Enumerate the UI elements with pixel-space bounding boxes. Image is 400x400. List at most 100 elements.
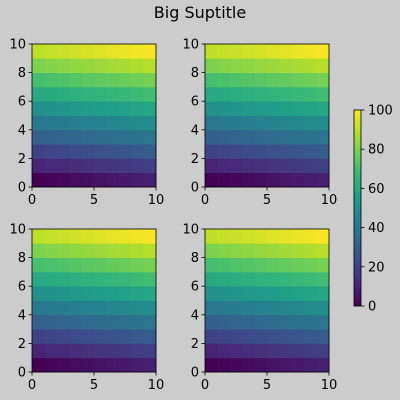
heatmap-cell: [291, 286, 305, 301]
y-tick-label: 0: [191, 366, 199, 381]
heatmap-cell: [316, 286, 330, 301]
heatmap-cell: [304, 101, 317, 116]
heatmap-cell: [205, 300, 218, 316]
heatmap-cell: [131, 271, 144, 287]
heatmap-cell: [267, 44, 280, 59]
heatmap-cell: [304, 257, 317, 273]
x-tick-label: 10: [321, 193, 338, 208]
heatmap-cell: [242, 172, 255, 188]
heatmap-cell: [143, 286, 157, 301]
heatmap-cell: [304, 357, 317, 373]
heatmap-cell: [316, 300, 330, 316]
colorbar-gradient: [354, 110, 361, 306]
heatmap-cell: [44, 129, 58, 145]
heatmap-cell: [118, 115, 132, 131]
heatmap-cell: [106, 329, 120, 344]
heatmap-cell: [44, 101, 58, 116]
heatmap-cell: [32, 86, 45, 102]
heatmap-cell: [242, 343, 255, 359]
heatmap-cell: [69, 229, 82, 244]
heatmap-cell: [32, 300, 45, 316]
heatmap-cell: [118, 271, 132, 287]
heatmap-cell: [229, 58, 243, 73]
heatmap-cell: [254, 172, 268, 188]
heatmap-cell: [44, 72, 58, 88]
heatmap-cell: [267, 357, 280, 373]
y-tick-label: 2: [191, 337, 199, 352]
heatmap-cell: [69, 158, 82, 174]
heatmap-cell: [118, 86, 132, 102]
x-tick-label: 0: [201, 193, 209, 208]
heatmap-cell: [106, 101, 120, 116]
heatmap-cell: [279, 172, 293, 188]
heatmap-cell: [69, 257, 82, 273]
heatmap-cell: [81, 129, 95, 145]
heatmap-cell: [205, 101, 218, 116]
x-tick-label: 10: [148, 193, 165, 208]
heatmap-cell: [143, 129, 157, 145]
heatmap-cell: [118, 58, 132, 73]
heatmap-cell: [94, 158, 107, 174]
heatmap-cell: [254, 58, 268, 73]
heatmap-cell: [229, 229, 243, 244]
x-tick-label: 5: [263, 378, 271, 393]
heatmap-cell: [205, 86, 218, 102]
heatmap-cell: [118, 101, 132, 116]
heatmap-cell: [242, 257, 255, 273]
heatmap-cell: [291, 144, 305, 159]
heatmap-cell: [32, 257, 45, 273]
heatmap-cell: [44, 144, 58, 159]
heatmap-cell: [44, 115, 58, 131]
heatmap-cell: [304, 129, 317, 145]
heatmap-cell: [217, 243, 231, 258]
heatmap-cell: [131, 329, 144, 344]
heatmap-cell: [32, 158, 45, 174]
heatmap-cell: [304, 172, 317, 188]
heatmap-cell: [118, 314, 132, 330]
heatmap-cell: [242, 357, 255, 373]
heatmap-cell: [32, 343, 45, 359]
heatmap-cell: [254, 229, 268, 244]
heatmap-cell: [242, 44, 255, 59]
heatmap-cell: [69, 44, 82, 59]
heatmap-cell: [242, 115, 255, 131]
heatmap-cell: [267, 115, 280, 131]
heatmap-cell: [205, 172, 218, 188]
heatmap-cell: [217, 300, 231, 316]
heatmap-cell: [267, 329, 280, 344]
heatmap-cell: [254, 257, 268, 273]
heatmap-cell: [205, 357, 218, 373]
heatmap-cell: [44, 286, 58, 301]
heatmap-cell: [229, 101, 243, 116]
heatmap-cell: [69, 357, 82, 373]
heatmap-cell: [242, 158, 255, 174]
heatmap-cell: [118, 72, 132, 88]
heatmap-cell: [44, 329, 58, 344]
heatmap-cell: [267, 129, 280, 145]
heatmap-cell: [267, 158, 280, 174]
heatmap-cell: [267, 300, 280, 316]
heatmap-cell: [217, 129, 231, 145]
heatmap-cell: [217, 115, 231, 131]
heatmap-cell: [131, 229, 144, 244]
heatmap-cell: [69, 329, 82, 344]
heatmap-cell: [131, 243, 144, 258]
heatmap-cell: [81, 72, 95, 88]
heatmap-cell: [131, 144, 144, 159]
heatmap-cell: [229, 343, 243, 359]
heatmap-cell: [291, 158, 305, 174]
x-tick-label: 5: [90, 193, 98, 208]
heatmap-cell: [44, 172, 58, 188]
heatmap-cell: [106, 343, 120, 359]
heatmap-cell: [56, 257, 70, 273]
heatmap-cell: [254, 115, 268, 131]
heatmap-cell: [205, 229, 218, 244]
heatmap-cell: [205, 158, 218, 174]
heatmap-cell: [254, 343, 268, 359]
heatmap-cell: [267, 72, 280, 88]
heatmap-cell: [69, 343, 82, 359]
heatmap-cell: [304, 300, 317, 316]
heatmap-cell: [32, 44, 45, 59]
heatmap-cell: [106, 44, 120, 59]
heatmap-cell: [316, 158, 330, 174]
